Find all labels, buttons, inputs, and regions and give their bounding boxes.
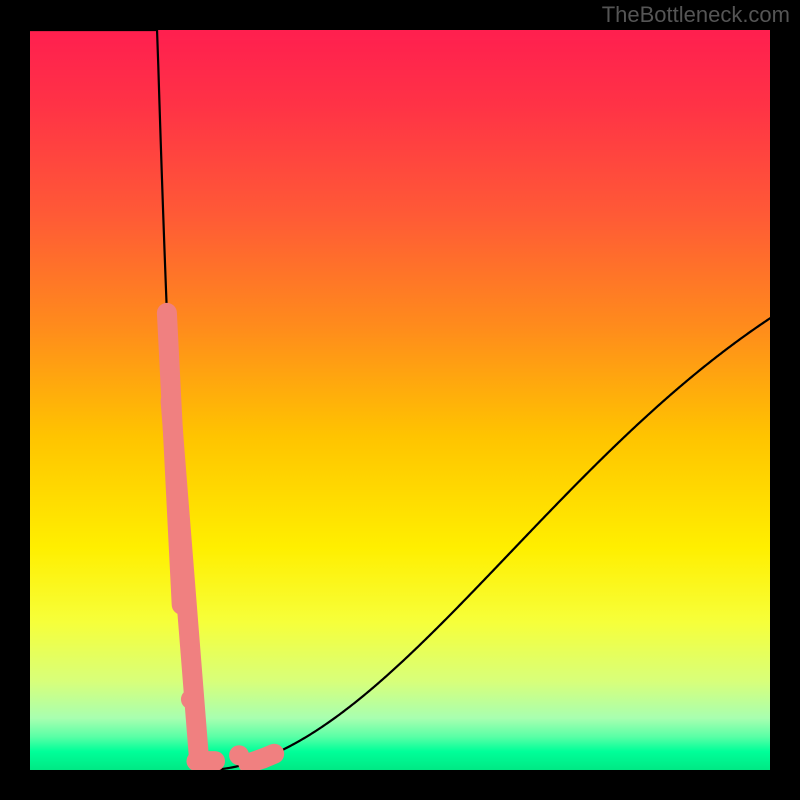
plot-area: [30, 30, 770, 770]
bottleneck-chart: [30, 30, 770, 770]
gradient-background: [30, 30, 770, 770]
watermark-text: TheBottleneck.com: [602, 2, 790, 28]
marker-cluster: [263, 754, 274, 759]
outer-frame: TheBottleneck.com: [0, 0, 800, 800]
